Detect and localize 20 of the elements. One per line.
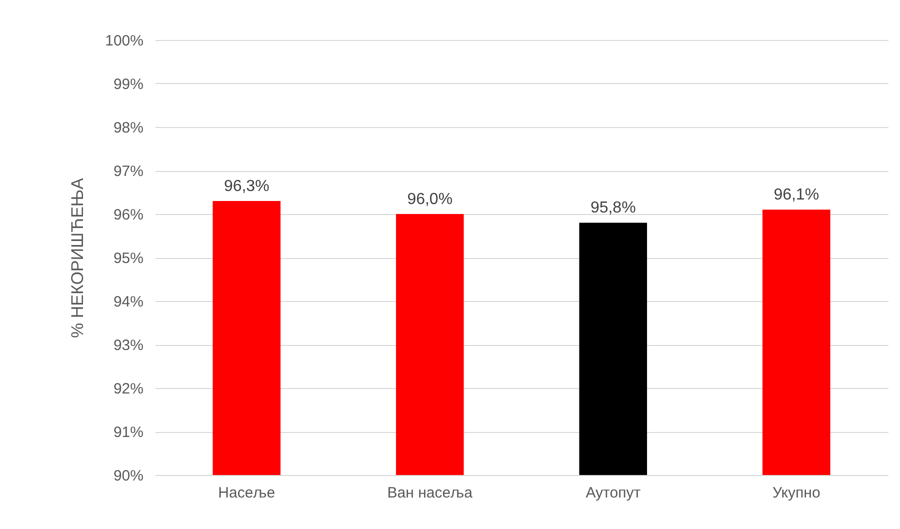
x-tick-label: Насеље bbox=[218, 484, 276, 502]
data-label: 96,1% bbox=[774, 186, 820, 204]
y-tick-label: 100% bbox=[105, 32, 144, 50]
data-label: 96,0% bbox=[407, 191, 453, 208]
x-tick-label: Укупно bbox=[772, 484, 820, 502]
y-tick-label: 91% bbox=[113, 424, 144, 441]
y-tick-label: 98% bbox=[113, 120, 144, 136]
y-tick-label: 95% bbox=[113, 250, 144, 267]
y-tick-label: 99% bbox=[113, 76, 144, 93]
y-tick-label: 93% bbox=[113, 337, 144, 354]
x-tick-label: Аутопут bbox=[586, 484, 641, 502]
y-tick-label: 96% bbox=[113, 206, 144, 224]
x-tick-label: Ван насеља bbox=[387, 484, 474, 502]
y-tick-label: 94% bbox=[113, 294, 144, 310]
y-axis-title: % НЕКОРИШЋЕЊА bbox=[68, 177, 88, 338]
y-tick-label: 97% bbox=[113, 163, 144, 180]
data-label: 95,8% bbox=[590, 200, 636, 217]
y-tick-label: 90% bbox=[113, 468, 144, 484]
y-tick-label: 92% bbox=[113, 380, 144, 398]
data-label: 96,3% bbox=[224, 178, 270, 195]
